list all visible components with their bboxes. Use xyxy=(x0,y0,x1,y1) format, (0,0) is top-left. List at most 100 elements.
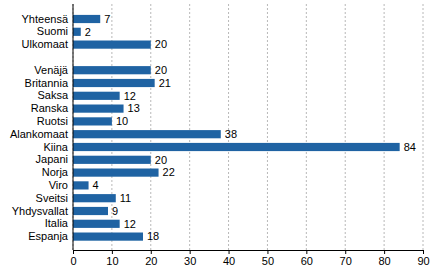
tick: 70 xyxy=(340,250,352,267)
tick: 60 xyxy=(301,250,313,267)
tick-label: 40 xyxy=(223,255,235,267)
tick: 0 xyxy=(70,250,76,267)
tick: Yhdysvallat xyxy=(12,205,73,217)
tick: 10 xyxy=(106,250,118,267)
bar xyxy=(73,194,116,202)
category-label: Venäjä xyxy=(34,64,69,76)
data-label: 7 xyxy=(104,13,110,25)
grid xyxy=(73,4,423,250)
tick: Espanja xyxy=(28,230,73,242)
tick-label: 70 xyxy=(340,255,352,267)
tick-mark xyxy=(112,250,113,254)
tick: 80 xyxy=(378,250,390,267)
bar xyxy=(73,41,151,49)
tick-mark xyxy=(267,250,268,254)
data-label: 20 xyxy=(155,64,167,76)
category-label: Alankomaat xyxy=(10,128,68,140)
category-label: Ranska xyxy=(31,102,69,114)
grid-line xyxy=(73,4,74,250)
bar xyxy=(73,143,400,151)
category-label: Norja xyxy=(42,166,69,178)
grid-line xyxy=(189,4,190,250)
grid-line xyxy=(384,4,385,250)
bar xyxy=(73,220,120,228)
data-labels: 722020211213103884202241191218 xyxy=(85,13,416,243)
tick: 50 xyxy=(262,250,274,267)
tick-label: 50 xyxy=(262,255,274,267)
bar xyxy=(73,169,159,177)
bar xyxy=(73,15,100,23)
tick: Ruotsi xyxy=(37,115,73,127)
tick: 30 xyxy=(184,250,196,267)
category-label: Italia xyxy=(45,217,69,229)
tick-label: 30 xyxy=(184,255,196,267)
tick-label: 20 xyxy=(145,255,157,267)
bars xyxy=(73,15,400,241)
category-label: Suomi xyxy=(37,25,68,37)
category-label: Saksa xyxy=(37,89,68,101)
chart: 7220202112131038842022411912180102030405… xyxy=(0,0,442,272)
tick: Alankomaat xyxy=(10,128,73,140)
axis-line xyxy=(74,251,424,255)
tick: 40 xyxy=(223,250,235,267)
category-label: Kiina xyxy=(44,141,69,153)
bar xyxy=(73,181,89,189)
grid-line xyxy=(423,4,424,250)
data-label: 13 xyxy=(128,102,140,114)
tick-mark xyxy=(190,250,191,254)
data-label: 12 xyxy=(124,218,136,230)
tick-mark xyxy=(384,250,385,254)
tick-mark xyxy=(151,250,152,254)
bar xyxy=(73,130,221,138)
category-label: Sveitsi xyxy=(36,192,68,204)
data-label: 11 xyxy=(120,192,131,204)
tick-mark xyxy=(345,250,346,254)
data-label: 12 xyxy=(124,90,136,102)
tick: Japani xyxy=(36,153,73,165)
tick: Ranska xyxy=(31,102,73,114)
category-label: Espanja xyxy=(28,230,69,242)
category-label: Ulkomaat xyxy=(22,38,68,50)
tick: Ulkomaat xyxy=(22,38,73,50)
tick: Norja xyxy=(42,166,73,178)
grid-line xyxy=(228,4,229,250)
category-label: Japani xyxy=(36,153,68,165)
bar xyxy=(73,79,155,87)
tick-mark xyxy=(423,250,424,254)
tick-label: 60 xyxy=(301,255,313,267)
data-label: 84 xyxy=(404,141,416,153)
bar xyxy=(73,117,112,125)
bar xyxy=(73,233,143,241)
tick: Britannia xyxy=(25,77,73,89)
tick-mark xyxy=(73,250,74,254)
tick: Venäjä xyxy=(34,64,73,76)
category-label: Viro xyxy=(49,179,68,191)
bar xyxy=(73,28,81,36)
tick: Sveitsi xyxy=(36,192,73,204)
data-label: 22 xyxy=(163,166,175,178)
tick: Saksa xyxy=(37,89,73,101)
tick: Kiina xyxy=(44,141,73,153)
data-label: 2 xyxy=(85,26,91,38)
tick-label: 0 xyxy=(70,255,76,267)
data-label: 21 xyxy=(159,77,171,89)
y-axis: YhteensäSuomiUlkomaatVenäjäBritanniaSaks… xyxy=(10,4,73,250)
axis-line xyxy=(73,4,74,250)
tick: Italia xyxy=(45,217,73,229)
data-label: 10 xyxy=(116,115,128,127)
category-label: Britannia xyxy=(25,77,69,89)
grid-line xyxy=(345,4,346,250)
category-label: Yhdysvallat xyxy=(12,205,68,217)
bar xyxy=(73,207,108,215)
category-label: Ruotsi xyxy=(37,115,68,127)
data-label: 20 xyxy=(155,38,167,50)
data-label: 9 xyxy=(112,205,118,217)
tick-label: 90 xyxy=(417,255,429,267)
tick-label: 10 xyxy=(106,255,118,267)
bar xyxy=(73,66,151,74)
data-label: 38 xyxy=(225,128,237,140)
tick: 90 xyxy=(417,250,429,267)
tick: Viro xyxy=(49,179,73,191)
tick: 20 xyxy=(145,250,157,267)
tick-label: 80 xyxy=(378,255,390,267)
